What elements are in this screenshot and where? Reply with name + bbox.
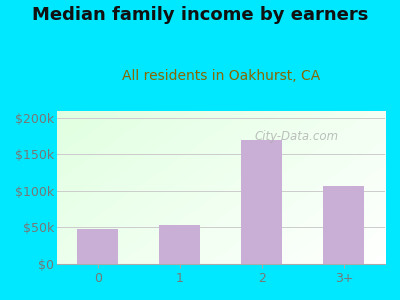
Text: Median family income by earners: Median family income by earners [32,6,368,24]
Text: City-Data.com: City-Data.com [254,130,338,143]
Title: All residents in Oakhurst, CA: All residents in Oakhurst, CA [122,69,320,83]
Bar [324,186,364,264]
Bar [242,140,282,264]
Bar [160,225,200,264]
Bar [78,229,118,264]
